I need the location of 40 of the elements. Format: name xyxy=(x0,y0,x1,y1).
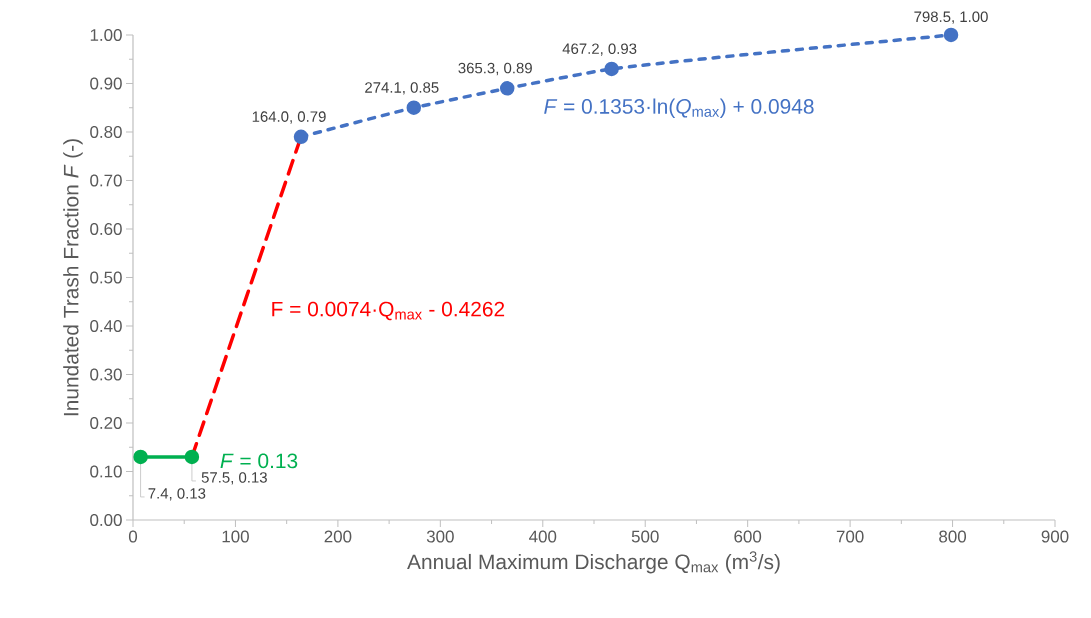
annotation: F = 0.1353·ln(Q$_{max}$) + 0.0948 xyxy=(544,98,814,118)
x-tick-label: 200 xyxy=(324,530,352,543)
data-label: 7.4, 0.13 xyxy=(148,488,206,501)
x-axis-title: Annual Maximum Discharge Q$_{max}$ (m$^{3}$/s) xyxy=(407,551,780,574)
point xyxy=(604,61,619,77)
x-tick-label: 600 xyxy=(734,530,762,543)
point xyxy=(184,449,200,465)
data-label: 365.3, 0.89 xyxy=(458,62,532,76)
y-tick-label: 1.00 xyxy=(90,29,122,41)
x-tick-label: 100 xyxy=(222,530,249,543)
data-label: 798.5, 1.00 xyxy=(914,11,988,24)
x-tick-label: 900 xyxy=(1041,530,1069,543)
y-tick-label: 0.60 xyxy=(90,223,122,235)
annotation: F = 0.13 xyxy=(220,453,298,469)
y-tick-label: 0.40 xyxy=(90,320,122,332)
point xyxy=(293,129,309,145)
y-tick-label: 0.20 xyxy=(90,417,122,429)
y-tick-label: 0.80 xyxy=(90,126,122,138)
point xyxy=(943,27,959,43)
point xyxy=(499,81,515,96)
y-tick-label: 0.10 xyxy=(90,465,122,478)
x-tick-label: 400 xyxy=(529,530,557,543)
y-tick-label: 0.90 xyxy=(90,77,122,90)
y-tick-label: 0.30 xyxy=(90,368,122,381)
y-tick-label: 0.50 xyxy=(90,271,122,284)
point xyxy=(133,449,148,465)
data-label: 57.5, 0.13 xyxy=(201,472,267,485)
data-label: 274.1, 0.85 xyxy=(365,82,439,95)
x-tick-label: 0 xyxy=(128,530,138,543)
data-label: 164.0, 0.79 xyxy=(252,111,326,124)
y-tick-label: 0.00 xyxy=(90,514,122,526)
point xyxy=(406,100,422,115)
data-label: 467.2, 0.93 xyxy=(562,43,637,56)
annotation: F = 0.0074·Q$_{max}$ - 0.4262 xyxy=(272,301,505,321)
x-tick-label: 800 xyxy=(939,530,967,543)
y-tick-label: 0.70 xyxy=(90,174,122,187)
y-axis-title: Inundated Trash Fraction F (-) xyxy=(63,139,83,416)
x-tick-label: 700 xyxy=(836,530,864,543)
x-tick-label: 300 xyxy=(426,530,454,543)
x-tick-label: 500 xyxy=(631,530,659,543)
